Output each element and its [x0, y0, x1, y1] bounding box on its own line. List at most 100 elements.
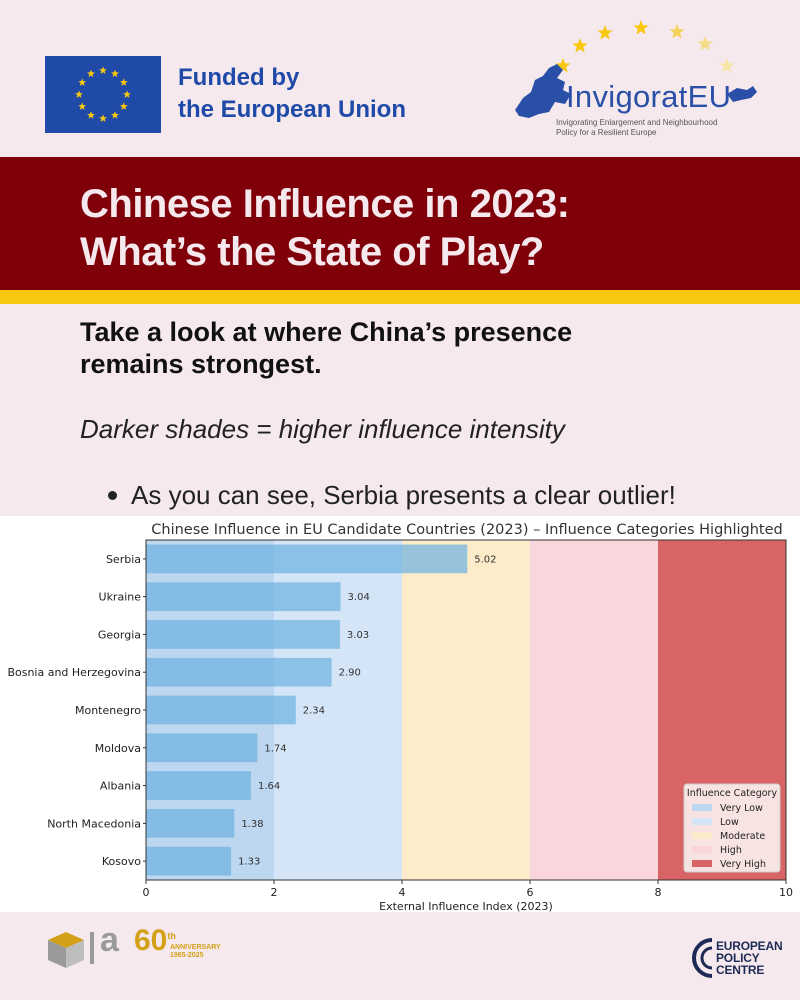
bar-value-label: 5.02 [474, 554, 496, 565]
eu-star-icon [87, 69, 95, 78]
bar-value-label: 1.74 [264, 743, 286, 754]
eu-star-icon [78, 102, 87, 110]
band-high [530, 540, 658, 880]
legend-swatch [692, 818, 712, 825]
box-icon [48, 932, 84, 968]
epc-line-3: CENTRE [716, 963, 765, 977]
page-title: Chinese Influence in 2023: What’s the St… [80, 180, 780, 276]
legend-label: Very Low [720, 803, 763, 814]
anniversary-number: 60th [134, 924, 176, 958]
tagline-line-1: Invigorating Enlargement and Neighbourho… [556, 118, 718, 127]
title-stripe [0, 290, 800, 304]
x-tick-label: 4 [399, 886, 406, 899]
title-line-2: What’s the State of Play? [80, 230, 544, 274]
epc-logo-icon [692, 938, 732, 978]
bar-ukraine [146, 582, 341, 612]
plot-frame [145, 539, 787, 881]
bullet-dot-icon [108, 491, 117, 500]
eu-star-icon [119, 102, 128, 110]
arc-star-icon [697, 36, 713, 51]
bar-moldova [146, 733, 258, 763]
influence-chart: Chinese Influence in EU Candidate Countr… [7, 522, 793, 912]
y-tick-label: North Macedonia [47, 817, 141, 830]
anniversary-sup: th [167, 931, 176, 941]
legend-swatch [692, 860, 712, 867]
legend-label: Very High [720, 859, 766, 870]
bar-value-label: 3.03 [347, 630, 369, 641]
legend-title: Influence Category [687, 788, 778, 799]
y-tick-label: Ukraine [99, 591, 142, 604]
legend-label: Low [720, 817, 739, 828]
footer-logo-letter: a [100, 921, 119, 959]
bar-serbia [146, 544, 468, 574]
bar-value-label: 1.33 [238, 857, 260, 868]
bar-georgia [146, 620, 340, 649]
eu-star-icon [99, 114, 107, 122]
funded-line-2: the European Union [178, 96, 406, 123]
y-tick-label: Georgia [98, 628, 141, 641]
bar-kosovo [146, 846, 232, 876]
eu-star-icon [99, 66, 107, 74]
eu-star-icon [119, 78, 128, 86]
x-tick-label: 8 [655, 886, 662, 899]
y-tick-label: Montenegro [75, 704, 141, 717]
legend-swatch [692, 804, 712, 811]
epc-line-2: POLICY [716, 951, 760, 965]
title-line-1: Chinese Influence in 2023: [80, 182, 570, 226]
band-moderate [402, 540, 530, 880]
x-tick-label: 0 [143, 886, 150, 899]
bar-albania [146, 771, 251, 800]
eu-flag-logo [45, 56, 161, 133]
x-tick-label: 10 [779, 886, 793, 899]
x-tick-label: 2 [271, 886, 278, 899]
arc-star-icon [572, 38, 588, 53]
arc-star-icon [555, 58, 571, 73]
arc-star-icon [669, 24, 685, 39]
bar-value-label: 1.64 [258, 781, 280, 792]
outlier-bullet: As you can see, Serbia presents a clear … [131, 480, 676, 510]
invigorateu-logo [515, 20, 757, 118]
eu-star-icon [123, 90, 131, 98]
title-band [0, 157, 800, 290]
tagline-line-2: Policy for a Resilient Europe [556, 128, 657, 137]
eu-star-icon [111, 69, 119, 78]
legend-swatch [692, 846, 712, 853]
bar-value-label: 1.38 [241, 819, 263, 830]
arc-star-icon [597, 25, 613, 40]
y-tick-label: Albania [100, 780, 141, 793]
bar-montenegro [146, 695, 296, 725]
eu-star-icon [87, 111, 95, 119]
epc-line-1: EUROPEAN [716, 939, 783, 953]
y-tick-label: Moldova [95, 742, 141, 755]
arc-star-icon [633, 20, 649, 35]
europe-map-icon [515, 64, 571, 118]
bar-value-label: 2.34 [303, 706, 325, 717]
chart-container: Chinese Influence in EU Candidate Countr… [0, 516, 800, 912]
x-axis-label: External Influence Index (2023) [379, 900, 553, 912]
anniversary-logo [48, 932, 94, 968]
subtitle-line-1: Take a look at where China’s presence [80, 317, 573, 347]
eu-stars-icon [75, 66, 131, 122]
invigorateu-name: InvigoratEU [566, 79, 732, 114]
y-tick-label: Serbia [106, 553, 141, 566]
epc-wordmark: EUROPEAN POLICY CENTRE [716, 939, 783, 977]
legend-swatch [692, 832, 712, 839]
anniversary-line-2: 1965-2025 [170, 952, 204, 959]
eu-star-icon [78, 78, 87, 86]
bar-value-label: 2.90 [339, 668, 361, 679]
invigorateu-tagline: Invigorating Enlargement and Neighbourho… [556, 118, 766, 138]
y-tick-label: Kosovo [102, 855, 141, 868]
chart-title: Chinese Influence in EU Candidate Countr… [151, 522, 782, 538]
bar-north-macedonia [146, 808, 235, 838]
anniversary-number-value: 60 [134, 924, 168, 957]
europe-map-east-icon [727, 86, 757, 102]
eu-star-icon [75, 90, 83, 98]
legend-label: Moderate [720, 831, 765, 842]
arc-star-icon [719, 58, 735, 73]
bar-value-label: 3.04 [348, 592, 370, 603]
subtitle-line-2: remains strongest. [80, 349, 322, 379]
legend-label: High [720, 845, 742, 856]
anniversary-line-1: ANNIVERSARY [170, 944, 221, 951]
x-tick-label: 6 [527, 886, 534, 899]
eu-star-icon [111, 111, 119, 119]
